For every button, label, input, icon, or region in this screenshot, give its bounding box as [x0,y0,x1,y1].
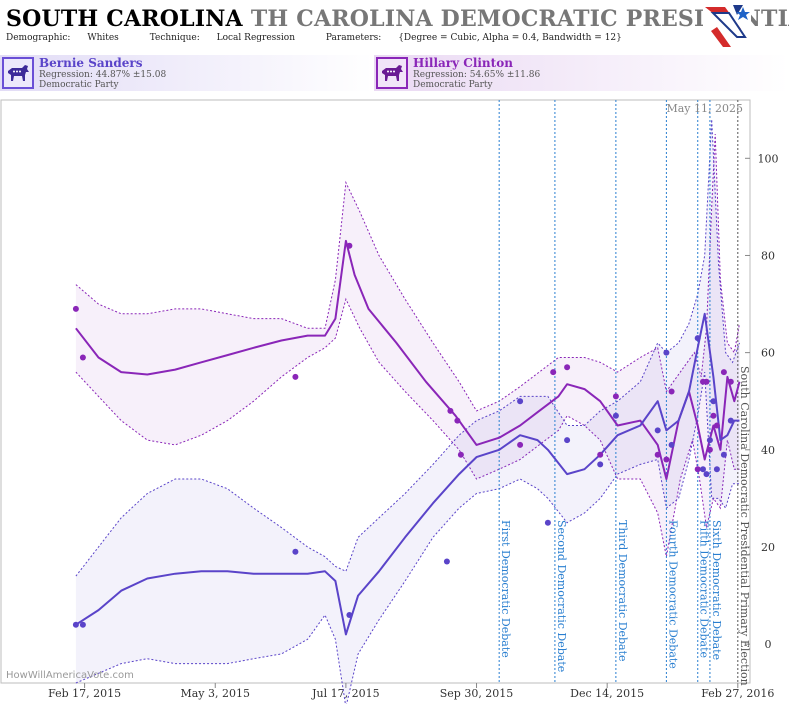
y-tick-label: 100 [758,152,779,165]
candidate-name: Bernie Sanders [39,56,143,70]
y-tick-label: 80 [761,249,775,262]
hillary-clinton-lower-bound [75,297,740,557]
hillary-clinton-poll-point [694,466,701,473]
hillary-clinton-poll-point [612,393,619,400]
candidate-regression: Regression: 54.65% ±11.86 [413,70,541,80]
candidate-name: Hillary Clinton [413,56,513,70]
bernie-sanders-poll-point [79,621,86,628]
state-title: SOUTH CAROLINA [6,6,243,32]
race-title: TH CAROLINA DEMOCRATIC PRESIDENTIAL P [250,6,789,32]
page-title: SOUTH CAROLINA TH CAROLINA DEMOCRATIC PRE… [6,6,789,32]
analysis-parameters: Demographic: Whites Technique: Local Reg… [6,33,650,43]
candidate-party: Democratic Party [39,80,119,90]
hillary-clinton-poll-point [346,242,353,249]
candidate-card-sanders: Bernie Sanders Regression: 44.87% ±15.08… [0,55,374,91]
hillary-clinton-poll-point [72,305,79,312]
event-markers: First Democratic Debate Second Democratic… [498,100,751,686]
bernie-sanders-upper-bound [75,119,740,577]
bernie-sanders-poll-point [663,349,670,356]
hillary-clinton-poll-point [654,451,661,458]
bernie-sanders-poll-point [517,398,524,405]
hillary-clinton-confidence-band [75,134,740,557]
bernie-sanders-poll-point [72,621,79,628]
democratic-donkey-icon [376,57,408,89]
bernie-sanders-poll-point [564,437,571,444]
hillary-clinton-poll-point [447,407,454,414]
y-tick-label: 0 [765,638,772,651]
hillary-clinton-poll-point [703,378,710,385]
bernie-sanders-poll-point [713,466,720,473]
hillary-clinton-poll-point [292,373,299,380]
bernie-sanders-poll-point [668,441,675,448]
y-tick-label: 40 [761,444,775,457]
hillary-clinton-poll-point [706,446,713,453]
bernie-sanders-confidence-band [75,119,740,704]
hillary-clinton-poll-point [457,451,464,458]
hillary-clinton-poll-point [663,456,670,463]
event-label: Sixth Democratic Debate [710,520,723,660]
hillary-clinton-poll-point [550,369,557,376]
bernie-sanders-poll-point [694,335,701,342]
event-label: Fourth Democratic Debate [666,520,679,669]
bernie-sanders-poll-point [706,437,713,444]
hillary-clinton-poll-point [597,451,604,458]
bernie-sanders-poll-point [292,548,299,555]
x-tick-label: Sep 30, 2015 [440,687,514,700]
hillary-clinton-trend-line [75,239,741,480]
bernie-sanders-poll-point [443,558,450,565]
bernie-sanders-poll-point [544,519,551,526]
poll-points [72,242,734,628]
bernie-sanders-poll-point [700,466,706,473]
event-label: Third Democratic Debate [616,520,629,662]
tick-grid: 0 20 40 60 80 100 Feb 17, 2015 May 3, 2015 Jul 1… [48,152,778,700]
hillary-clinton-poll-point [720,369,727,376]
chart-header: SOUTH CAROLINA TH CAROLINA DEMOCRATIC PRE… [0,0,789,50]
bernie-sanders-poll-point [720,451,727,458]
democratic-donkey-icon [2,57,34,89]
trend-lines [75,239,741,636]
y-tick-label: 60 [761,347,775,360]
bernie-sanders-poll-point [597,461,604,468]
site-logo-icon [703,3,751,49]
chart-date-label: May 11, 2025 [666,102,743,115]
polling-chart: 0 20 40 60 80 100 Feb 17, 2015 May 3, 2015 Jul 1… [0,99,779,704]
x-tick-label: Feb 17, 2015 [48,687,121,700]
hillary-clinton-poll-point [713,422,720,429]
x-tick-label: Jul 17, 2015 [311,687,380,700]
candidate-regression: Regression: 44.87% ±15.08 [39,70,167,80]
bernie-sanders-poll-point [612,412,619,419]
hillary-clinton-poll-point [517,441,524,448]
hillary-clinton-poll-point [727,378,734,385]
hillary-clinton-upper-bound [75,133,740,412]
hillary-clinton-poll-point [710,412,717,419]
bernie-sanders-poll-point [727,417,734,424]
event-label: Fifth Democratic Debate [698,520,711,658]
technique-info: Technique: Local Regression [149,33,295,43]
x-tick-label: Feb 27, 2016 [701,687,774,700]
watermark-text: HowWillAmericaVote.com [6,670,134,681]
x-tick-label: May 3, 2015 [180,687,250,700]
hillary-clinton-poll-point [454,417,461,424]
hillary-clinton-poll-point [564,364,571,371]
bernie-sanders-poll-point [710,398,717,405]
candidate-party: Democratic Party [413,80,493,90]
parameters-info: Parameters: {Degree = Cubic, Alpha = 0.4… [325,33,622,43]
hillary-clinton-poll-point [79,354,86,361]
plot-area [0,99,751,684]
event-label: First Democratic Debate [499,520,512,658]
event-label: Second Democratic Debate [555,520,568,672]
bernie-sanders-trend-line [75,312,740,636]
x-tick-label: Dec 14, 2015 [570,687,644,700]
candidate-card-clinton: Hillary Clinton Regression: 54.65% ±11.8… [374,55,789,91]
y-tick-label: 20 [761,541,775,554]
bernie-sanders-poll-point [346,612,353,618]
bernie-sanders-poll-point [703,471,710,478]
event-label: South Carolina Democratic Presidential P… [738,366,751,686]
bernie-sanders-poll-point [654,427,661,434]
hillary-clinton-poll-point [668,388,675,395]
demographic-info: Demographic: Whites [6,33,119,43]
